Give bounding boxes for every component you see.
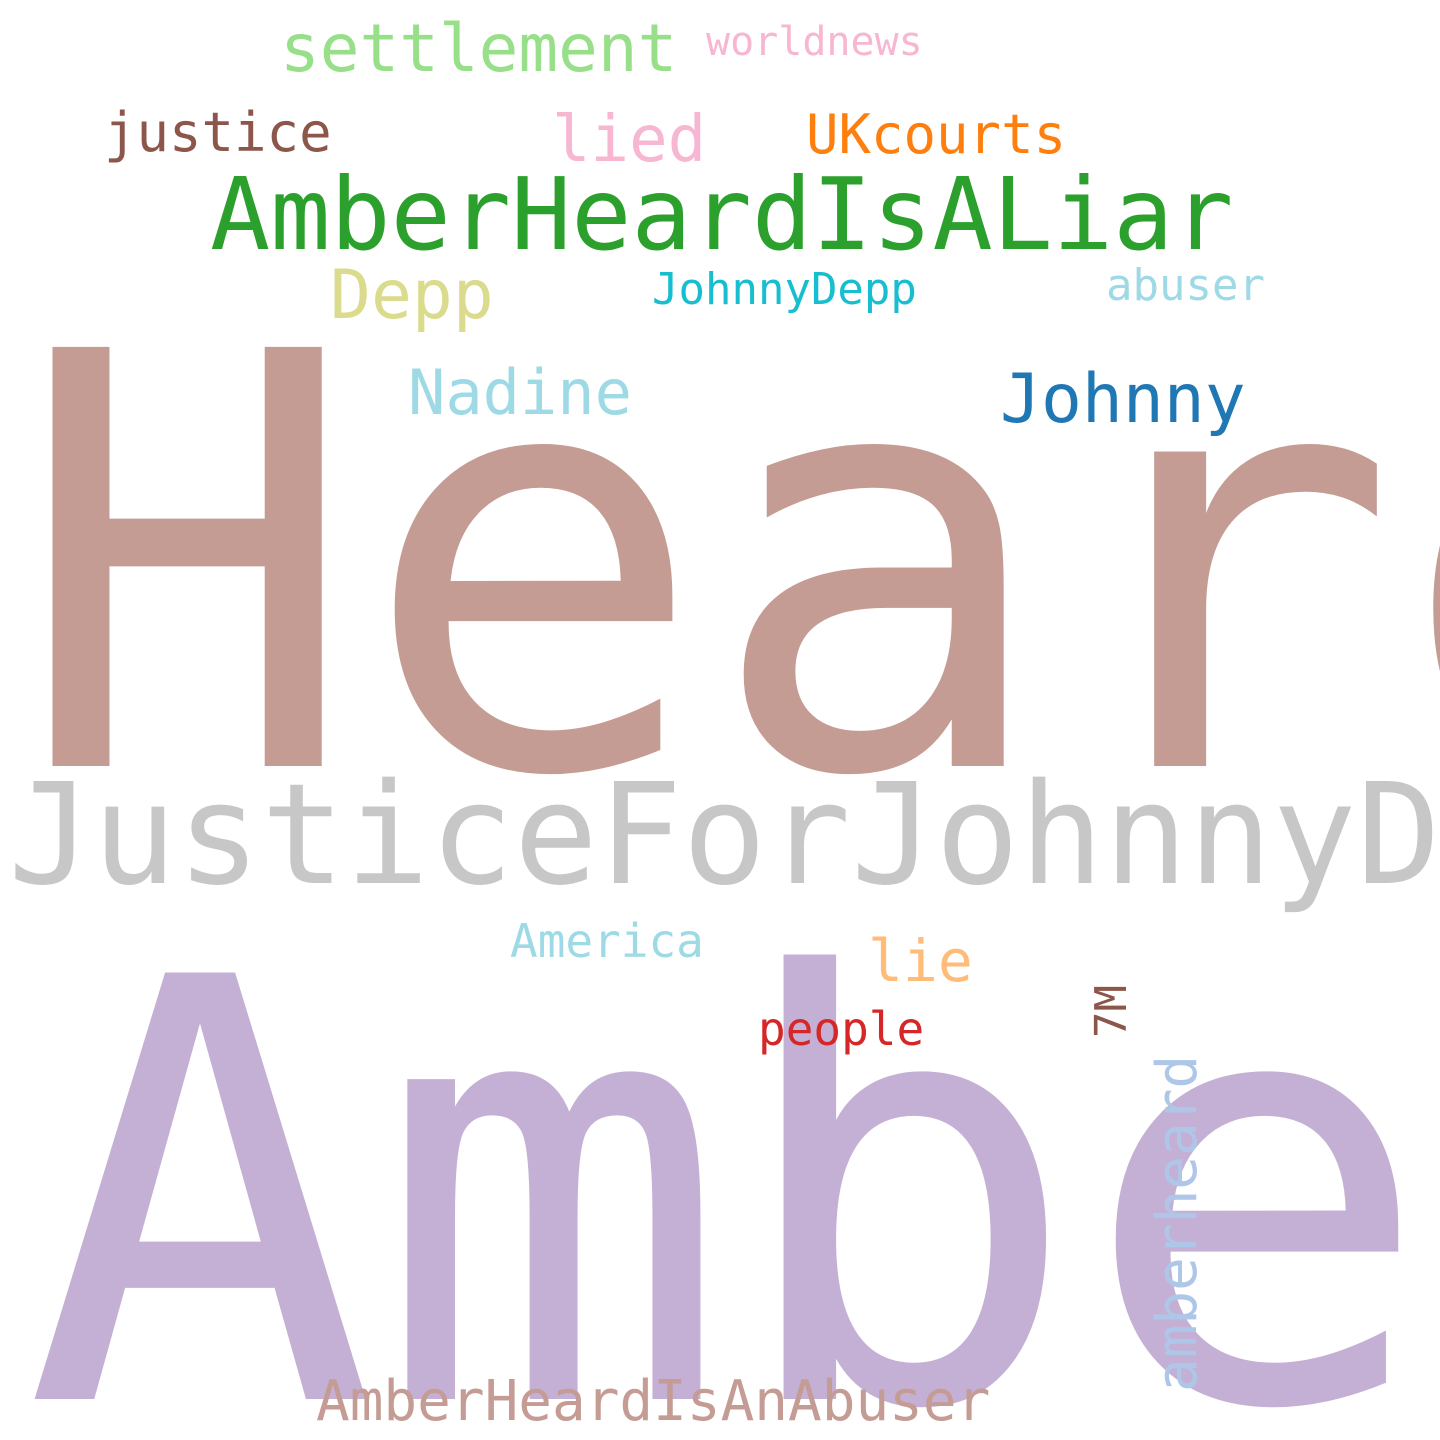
word-settlement: settlement [280,10,678,87]
word-amber-heard-is-a-liar: AmberHeardIsALiar [210,156,1234,273]
word-amber-heard-is-an-abuser: AmberHeardIsAnAbuser [316,1369,991,1434]
word-abuser: abuser [1106,260,1265,311]
word-ukcourts: UKcourts [806,103,1067,166]
word-johnnydepp: JohnnyDepp [652,264,917,315]
word-justice-for-johnny-depp: JusticeForJohnnyDepp [8,754,1440,917]
word-america: America [510,914,704,968]
word-depp: Depp [330,256,494,335]
word-amberheard: amberheard [1145,1054,1210,1392]
word-people: people [758,1002,925,1056]
word-7m: 7M [1086,985,1137,1038]
word-johnny: Johnny [1000,360,1246,439]
word-amber: Amber [24,856,1440,1440]
word-worldnews: worldnews [706,19,923,65]
word-nadine: Nadine [408,356,632,429]
word-justice: justice [104,101,332,164]
word-lie: lie [868,927,973,995]
word-heard: Heard [14,232,1440,902]
word-lied: lied [552,103,707,177]
